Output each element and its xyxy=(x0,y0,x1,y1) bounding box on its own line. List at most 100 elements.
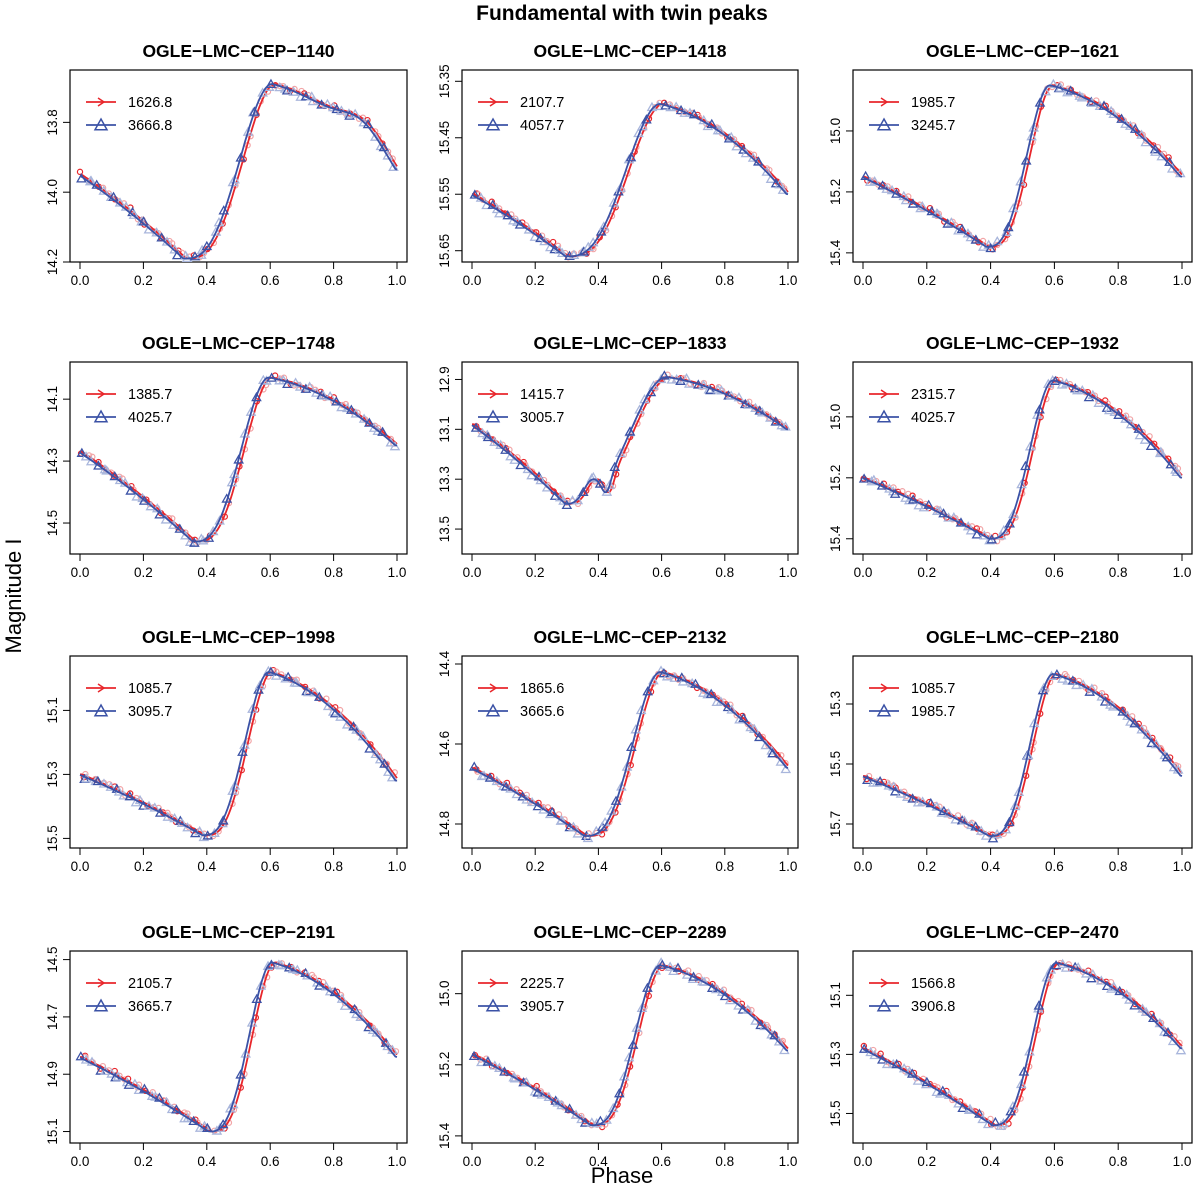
panel-1: OGLE−LMC−CEP−1140 0.0 0.2 0.4 0.6 0.8 1.0 13.8 1… xyxy=(45,41,408,288)
data-point xyxy=(1024,1046,1035,1056)
y-tick-label: 14.7 xyxy=(45,1004,60,1030)
series-line-1085.7 xyxy=(863,673,1183,837)
data-point xyxy=(953,1098,964,1108)
panel-12: OGLE−LMC−CEP−2470 0.0 0.2 0.4 0.6 0.8 1.0 15.1 1… xyxy=(828,922,1193,1169)
legend-marker xyxy=(97,389,106,399)
y-tick-label: 15.65 xyxy=(437,234,452,268)
x-tick-label: 0.4 xyxy=(197,1154,216,1169)
x-tick-label: 0.0 xyxy=(854,273,873,288)
x-tick-label: 1.0 xyxy=(1173,565,1192,580)
data-point xyxy=(476,1056,487,1067)
data-point xyxy=(154,807,166,817)
data-point xyxy=(984,535,995,545)
x-tick-label: 0.0 xyxy=(854,859,873,874)
data-point xyxy=(217,815,229,825)
data-point xyxy=(594,478,606,488)
data-point xyxy=(777,184,789,194)
plot-frame xyxy=(852,361,1193,555)
data-point xyxy=(567,495,578,505)
data-point xyxy=(320,981,332,991)
data-point xyxy=(1026,131,1037,141)
data-point xyxy=(1002,221,1014,232)
data-point xyxy=(1168,761,1180,772)
x-tick-label: 0.2 xyxy=(134,273,153,288)
data-point xyxy=(598,221,610,231)
legend-marker xyxy=(880,97,889,107)
data-point xyxy=(86,1056,98,1066)
data-point xyxy=(733,1000,744,1010)
legend-marker xyxy=(97,97,106,107)
data-point xyxy=(182,822,193,832)
plot-frame xyxy=(461,950,799,1144)
x-tick-label: 0.6 xyxy=(261,565,280,580)
panel-title: OGLE−LMC−CEP−1418 xyxy=(533,41,726,61)
data-point xyxy=(374,754,386,764)
series-line-2315.7 xyxy=(863,379,1183,540)
legend-label: 1626.8 xyxy=(128,95,172,111)
x-tick-label: 0.8 xyxy=(1109,273,1128,288)
legend-marker xyxy=(876,409,892,423)
data-point xyxy=(582,832,594,843)
data-point xyxy=(257,87,268,97)
y-tick-label: 14.6 xyxy=(437,731,452,757)
data-point xyxy=(688,109,700,119)
x-tick-label: 1.0 xyxy=(388,565,407,580)
legend-label: 3665.7 xyxy=(128,999,172,1015)
x-tick-label: 0.8 xyxy=(1109,859,1128,874)
data-point xyxy=(614,447,626,458)
x-tick-label: 0.2 xyxy=(526,273,545,288)
plot-area xyxy=(469,99,789,261)
data-point xyxy=(1004,518,1015,528)
y-tick-label: 14.3 xyxy=(45,448,60,474)
data-point xyxy=(367,1024,379,1035)
data-point xyxy=(1015,1078,1027,1089)
legend-marker xyxy=(93,409,109,423)
x-tick-label: 0.2 xyxy=(134,1154,153,1169)
data-point xyxy=(242,126,254,136)
series-scatter-1566.8 xyxy=(860,959,1183,1131)
y-tick-label: 15.4 xyxy=(437,1122,452,1149)
data-point xyxy=(207,525,219,536)
data-point xyxy=(251,391,262,402)
data-point xyxy=(149,802,161,812)
legend-marker xyxy=(97,978,106,988)
data-point xyxy=(1087,389,1099,400)
legend-label: 1985.7 xyxy=(911,95,955,111)
data-point xyxy=(568,249,580,259)
data-point xyxy=(641,114,652,124)
data-point xyxy=(349,108,361,118)
series-line-1985.7 xyxy=(862,673,1183,837)
x-tick-label: 0.4 xyxy=(197,273,216,288)
data-point xyxy=(1175,1045,1187,1055)
series-scatter-4025.7 xyxy=(858,374,1183,545)
y-tick-label: 15.0 xyxy=(437,981,452,1007)
data-point xyxy=(1113,409,1124,419)
legend-label: 2107.7 xyxy=(520,95,564,111)
y-tick-label: 14.9 xyxy=(45,1061,60,1087)
data-point xyxy=(561,499,573,510)
legend-label: 4057.7 xyxy=(520,118,564,134)
data-point xyxy=(959,815,970,825)
x-tick-label: 0.4 xyxy=(981,565,1000,580)
plot-area xyxy=(858,374,1183,545)
x-tick-label: 0.4 xyxy=(981,1154,1000,1169)
data-point xyxy=(386,772,398,782)
panel-8: OGLE−LMC−CEP−2132 0.0 0.2 0.4 0.6 0.8 1.0 14.4 1… xyxy=(437,627,799,874)
x-tick-label: 0.8 xyxy=(715,859,734,874)
legend-marker xyxy=(489,389,498,399)
y-tick-label: 15.1 xyxy=(828,982,843,1008)
data-point xyxy=(1124,994,1135,1004)
panel-title: OGLE−LMC−CEP−2289 xyxy=(533,922,726,942)
series-scatter-3906.8 xyxy=(858,958,1187,1130)
x-tick-label: 0.0 xyxy=(854,565,873,580)
series-scatter-3905.7 xyxy=(468,957,790,1128)
legend-marker xyxy=(485,117,501,131)
series-line-4025.7 xyxy=(79,376,398,543)
data-point xyxy=(716,385,727,395)
x-tick-label: 0.0 xyxy=(854,1154,873,1169)
data-point xyxy=(670,101,682,111)
legend-marker xyxy=(489,978,498,988)
x-tick-label: 0.2 xyxy=(526,859,545,874)
y-tick-label: 15.3 xyxy=(45,761,60,787)
